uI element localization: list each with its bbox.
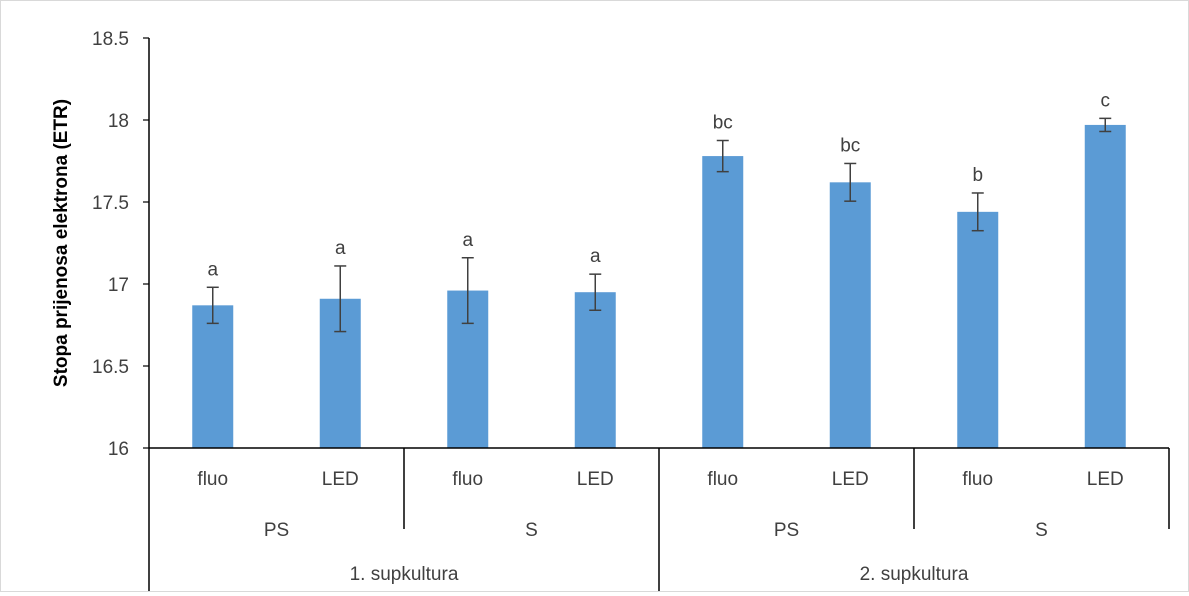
significance-letter: a — [207, 259, 218, 280]
x-tick-label-light: LED — [832, 469, 869, 490]
x-tick-label-group: PS — [264, 520, 289, 541]
y-tick-label: 16 — [108, 439, 129, 460]
significance-letter: a — [590, 246, 601, 267]
significance-letter: bc — [840, 135, 860, 156]
bar — [829, 182, 871, 448]
bar — [1084, 124, 1126, 449]
x-tick-label-group: S — [1035, 520, 1048, 541]
x-tick-label-culture: 2. supkultura — [860, 564, 969, 585]
x-tick-label-light: fluo — [197, 469, 228, 490]
bar — [702, 156, 744, 448]
significance-letter: c — [1101, 90, 1111, 111]
bars — [192, 124, 1126, 449]
x-tick-label-group: PS — [774, 520, 799, 541]
y-tick-label: 16.5 — [92, 357, 129, 378]
x-tick-label-light: LED — [322, 469, 359, 490]
x-tick-label-light: fluo — [707, 469, 738, 490]
significance-letter: a — [462, 230, 473, 251]
bar — [957, 211, 999, 448]
x-axis: fluo LED fluo LED fluo LED fluo LED PS S PS S 1. sup… — [148, 447, 1170, 591]
x-tick-label-light: LED — [577, 469, 614, 490]
y-axis-title: Stopa prijenosa elektrona (ETR) — [51, 99, 72, 387]
y-tick-label: 17.5 — [92, 193, 129, 214]
bar — [574, 292, 616, 448]
x-tick-label-group: S — [525, 520, 538, 541]
y-tick-label: 17 — [108, 275, 129, 296]
x-tick-label-light: fluo — [452, 469, 483, 490]
significance-letter: a — [335, 238, 346, 259]
significance-letter: b — [972, 165, 983, 186]
bar — [192, 305, 234, 448]
error-bars — [206, 117, 1112, 333]
significance-letter: bc — [713, 113, 733, 134]
y-axis: 16 16.5 17 17.5 18 18.5 — [92, 29, 150, 460]
y-tick-label: 18 — [108, 111, 129, 132]
x-tick-label-culture: 1. supkultura — [350, 564, 459, 585]
x-tick-label-light: LED — [1087, 469, 1124, 490]
y-tick-label: 18.5 — [92, 29, 129, 50]
x-tick-label-light: fluo — [962, 469, 993, 490]
